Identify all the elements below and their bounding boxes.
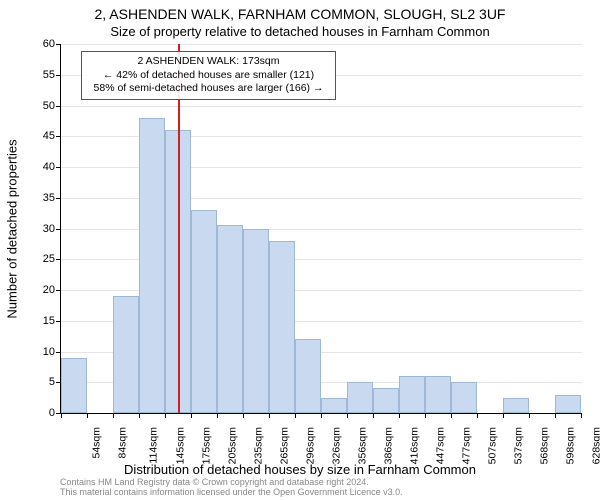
ytick-mark xyxy=(56,321,61,322)
xtick-label: 296sqm xyxy=(304,427,316,464)
ytick-mark xyxy=(56,229,61,230)
title-line1: 2, ASHENDEN WALK, FARNHAM COMMON, SLOUGH… xyxy=(0,6,600,22)
xtick-label: 568sqm xyxy=(538,427,550,464)
histogram-bar xyxy=(321,398,347,413)
ytick-label: 30 xyxy=(25,223,55,235)
histogram-bar xyxy=(61,358,87,413)
histogram-bar xyxy=(451,382,477,413)
xtick-label: 628sqm xyxy=(590,427,600,464)
xtick-mark xyxy=(243,413,244,418)
ytick-label: 60 xyxy=(25,38,55,50)
xtick-mark xyxy=(451,413,452,418)
xtick-mark xyxy=(321,413,322,418)
xtick-label: 537sqm xyxy=(512,427,524,464)
histogram-bar xyxy=(425,376,451,413)
ytick-label: 10 xyxy=(25,346,55,358)
xtick-label: 54sqm xyxy=(91,427,103,459)
xtick-label: 265sqm xyxy=(278,427,290,464)
xtick-mark xyxy=(113,413,114,418)
xtick-mark xyxy=(295,413,296,418)
xtick-label: 114sqm xyxy=(148,427,160,464)
xtick-mark xyxy=(217,413,218,418)
xtick-mark xyxy=(399,413,400,418)
histogram-bar xyxy=(113,296,139,413)
ytick-label: 0 xyxy=(25,407,55,419)
xtick-mark xyxy=(139,413,140,418)
histogram-bar xyxy=(503,398,529,413)
xtick-label: 356sqm xyxy=(356,427,368,464)
ytick-label: 25 xyxy=(25,253,55,265)
xtick-label: 326sqm xyxy=(330,427,342,464)
annotation-line2: ← 42% of detached houses are smaller (12… xyxy=(88,69,329,83)
xtick-label: 145sqm xyxy=(174,427,186,464)
xtick-label: 477sqm xyxy=(460,427,472,464)
histogram-bar xyxy=(139,118,165,413)
histogram-bar xyxy=(399,376,425,413)
ytick-label: 5 xyxy=(25,376,55,388)
annotation-line3: 58% of semi-detached houses are larger (… xyxy=(88,82,329,96)
ytick-mark xyxy=(56,259,61,260)
histogram-bar xyxy=(243,229,269,414)
ytick-mark xyxy=(56,136,61,137)
histogram-bar xyxy=(373,388,399,413)
gridline xyxy=(61,44,582,45)
xtick-label: 416sqm xyxy=(408,427,420,464)
gridline xyxy=(61,106,582,107)
ytick-label: 35 xyxy=(25,192,55,204)
ytick-label: 55 xyxy=(25,69,55,81)
ytick-mark xyxy=(56,167,61,168)
xtick-mark xyxy=(87,413,88,418)
xtick-mark xyxy=(555,413,556,418)
x-axis-label: Distribution of detached houses by size … xyxy=(0,462,600,477)
ytick-mark xyxy=(56,290,61,291)
xtick-mark xyxy=(191,413,192,418)
footer-attribution: Contains HM Land Registry data © Crown c… xyxy=(60,478,403,498)
xtick-label: 447sqm xyxy=(434,427,446,464)
plot-area: 05101520253035404550556054sqm84sqm114sqm… xyxy=(60,44,582,414)
xtick-mark xyxy=(61,413,62,418)
y-axis-label: Number of detached properties xyxy=(5,139,20,318)
ytick-mark xyxy=(56,44,61,45)
ytick-mark xyxy=(56,106,61,107)
xtick-mark xyxy=(269,413,270,418)
ytick-mark xyxy=(56,75,61,76)
xtick-mark xyxy=(347,413,348,418)
ytick-label: 40 xyxy=(25,161,55,173)
histogram-bar xyxy=(217,225,243,413)
xtick-label: 205sqm xyxy=(226,427,238,464)
ytick-mark xyxy=(56,198,61,199)
xtick-label: 386sqm xyxy=(382,427,394,464)
xtick-mark xyxy=(425,413,426,418)
histogram-bar xyxy=(269,241,295,413)
ytick-label: 50 xyxy=(25,100,55,112)
xtick-mark xyxy=(165,413,166,418)
histogram-bar xyxy=(191,210,217,413)
title-line2: Size of property relative to detached ho… xyxy=(0,24,600,39)
xtick-mark xyxy=(477,413,478,418)
ytick-label: 15 xyxy=(25,315,55,327)
histogram-bar xyxy=(295,339,321,413)
xtick-label: 507sqm xyxy=(486,427,498,464)
xtick-label: 598sqm xyxy=(564,427,576,464)
ytick-mark xyxy=(56,352,61,353)
xtick-mark xyxy=(529,413,530,418)
annotation-line1: 2 ASHENDEN WALK: 173sqm xyxy=(88,55,329,69)
ytick-label: 45 xyxy=(25,130,55,142)
xtick-mark xyxy=(503,413,504,418)
xtick-mark xyxy=(581,413,582,418)
xtick-mark xyxy=(373,413,374,418)
footer-line2: This material contains information licen… xyxy=(60,488,403,498)
ytick-label: 20 xyxy=(25,284,55,296)
xtick-label: 84sqm xyxy=(117,427,129,459)
chart-container: 2, ASHENDEN WALK, FARNHAM COMMON, SLOUGH… xyxy=(0,0,600,500)
histogram-bar xyxy=(347,382,373,413)
annotation-box: 2 ASHENDEN WALK: 173sqm← 42% of detached… xyxy=(81,51,336,100)
histogram-bar xyxy=(555,395,581,413)
xtick-label: 235sqm xyxy=(252,427,264,464)
xtick-label: 175sqm xyxy=(200,427,212,464)
